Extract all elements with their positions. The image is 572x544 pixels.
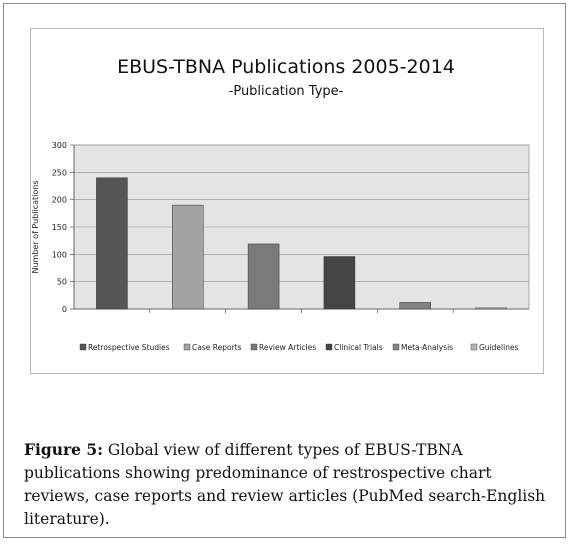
chart-title: EBUS-TBNA Publications 2005-2014 <box>117 56 455 78</box>
y-tick-label: 250 <box>52 168 67 177</box>
legend-label: Meta-Analysis <box>401 343 453 352</box>
legend-label: Retrospective Studies <box>88 343 170 352</box>
legend-swatch <box>392 343 400 351</box>
legend-swatch <box>470 343 478 351</box>
bar-review-articles <box>247 243 280 310</box>
caption-text: Global view of different types of EBUS-T… <box>24 441 546 528</box>
legend-swatch <box>250 343 258 351</box>
legend-label: Case Reports <box>192 343 242 352</box>
y-axis-label: Number of Publications <box>31 180 40 273</box>
legend-label: Guidelines <box>479 343 519 352</box>
y-tick-label: 150 <box>52 223 67 232</box>
bar-clinical-trials <box>323 256 356 310</box>
y-tick-label: 0 <box>62 305 67 314</box>
bar-case-reports <box>172 204 204 310</box>
y-tick-label: 200 <box>52 196 67 205</box>
bar-guidelines <box>475 307 507 310</box>
figure-caption: Figure 5: Global view of different types… <box>24 438 554 531</box>
legend-label: Review Articles <box>259 343 316 352</box>
bar-retrospective-studies <box>96 177 128 310</box>
legend-swatch <box>183 343 191 351</box>
y-tick-label: 100 <box>52 250 67 259</box>
bar-meta-analysis <box>399 302 431 310</box>
legend-swatch <box>79 343 87 351</box>
caption-label: Figure 5: <box>24 440 103 459</box>
y-tick-label: 300 <box>52 141 67 150</box>
chart-subtitle: -Publication Type- <box>228 84 344 99</box>
legend-swatch <box>325 343 333 351</box>
legend-label: Clinical Trials <box>334 343 383 352</box>
y-tick-label: 50 <box>57 278 67 287</box>
